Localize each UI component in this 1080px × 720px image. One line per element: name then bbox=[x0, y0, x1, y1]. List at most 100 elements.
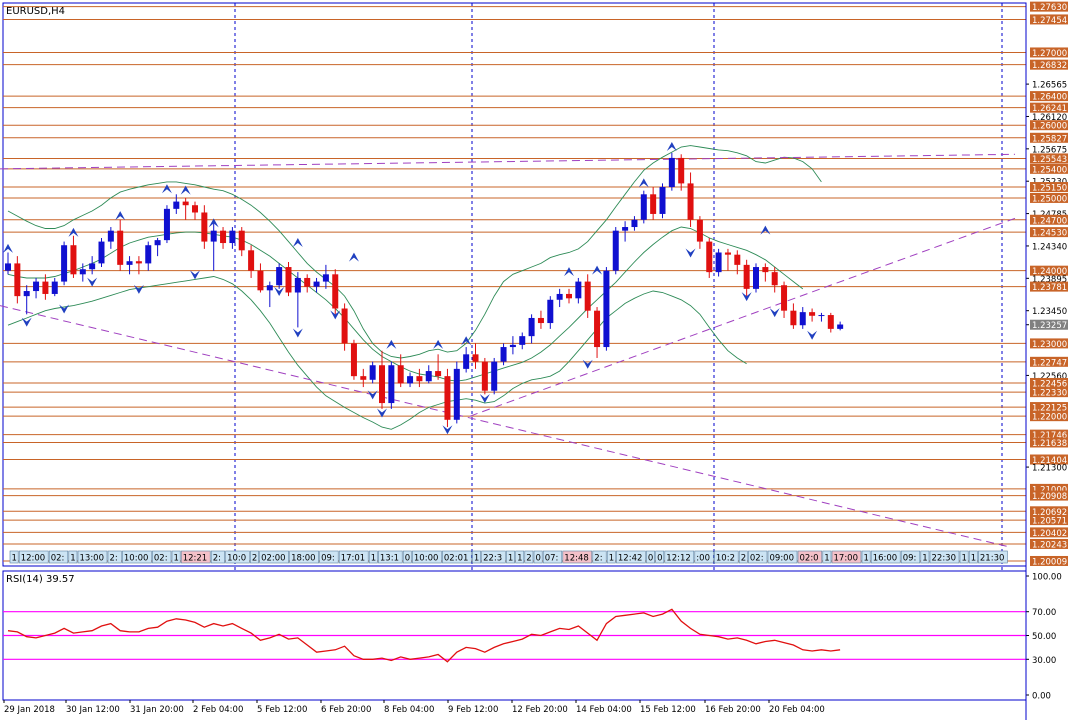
candle-body bbox=[715, 252, 722, 273]
candle-body bbox=[425, 371, 432, 382]
session-label-box bbox=[506, 550, 515, 564]
rsi-tick-label: 100.00 bbox=[1032, 573, 1062, 583]
candle-body bbox=[753, 267, 759, 289]
candle-body bbox=[678, 157, 685, 184]
candle-body bbox=[612, 230, 619, 271]
price-tick-label: 1.26400 bbox=[1032, 93, 1067, 103]
candle-body bbox=[743, 264, 750, 289]
candle-body bbox=[388, 365, 395, 404]
fractal-down-marker bbox=[479, 393, 490, 403]
candle-body bbox=[23, 291, 30, 297]
price-tick-label: 1.20908 bbox=[1032, 492, 1067, 502]
fractal-up-marker bbox=[68, 227, 79, 237]
session-label-box bbox=[368, 550, 378, 564]
trendline bbox=[0, 153, 1016, 170]
session-label: 2: bbox=[594, 554, 602, 564]
candle-body bbox=[79, 269, 86, 275]
level-label-box bbox=[1030, 47, 1068, 58]
level-label-box bbox=[1030, 527, 1068, 538]
candle-body bbox=[818, 315, 825, 317]
candle-body bbox=[435, 371, 442, 377]
session-label: 1 bbox=[962, 554, 967, 564]
price-tick-label: 1.27000 bbox=[1032, 49, 1067, 59]
session-label-box bbox=[378, 550, 403, 564]
candle-body bbox=[70, 245, 77, 275]
session-label-box bbox=[319, 550, 339, 564]
session-label-box bbox=[412, 550, 442, 564]
session-label-box bbox=[920, 550, 930, 564]
candle-body bbox=[799, 312, 806, 326]
candle-body bbox=[668, 157, 675, 188]
price-tick-label: 1.21300 bbox=[1032, 464, 1067, 474]
rsi-tick-label: 50.00 bbox=[1032, 632, 1056, 642]
fractal-down-marker bbox=[274, 287, 285, 297]
level-label-box bbox=[1030, 387, 1068, 398]
candle-body bbox=[706, 241, 713, 273]
session-label-box bbox=[9, 550, 19, 564]
price-tick-label: 1.21404 bbox=[1032, 456, 1067, 466]
session-label: 02: bbox=[750, 554, 764, 564]
level-label-box bbox=[1030, 102, 1068, 113]
session-label: 17:01 bbox=[341, 554, 366, 564]
time-tick-label: 14 Feb 04:00 bbox=[576, 705, 632, 715]
current-price-label: 1.23257 bbox=[1032, 321, 1067, 331]
price-tick-label: 1.23895 bbox=[1032, 275, 1067, 285]
session-label: 21:30 bbox=[980, 554, 1005, 564]
fractal-up-marker bbox=[638, 178, 649, 188]
candle-body bbox=[379, 365, 385, 404]
fractal-up-marker bbox=[180, 185, 191, 195]
time-tick-label: 5 Feb 12:00 bbox=[257, 705, 307, 715]
level-label-box bbox=[1030, 59, 1068, 70]
session-label: 1 bbox=[517, 554, 522, 564]
candle-body bbox=[640, 194, 647, 220]
candle-body bbox=[463, 354, 470, 369]
session-label-box bbox=[606, 550, 616, 564]
level-label-box bbox=[1030, 182, 1068, 193]
session-label-box bbox=[515, 550, 525, 564]
fractal-up-marker bbox=[292, 238, 303, 248]
session-label: 1 bbox=[971, 554, 976, 564]
price-tick-label: 1.20402 bbox=[1032, 529, 1067, 539]
candle-body bbox=[89, 263, 96, 270]
session-label: 09: bbox=[903, 554, 917, 564]
time-tick-label: 12 Feb 20:00 bbox=[512, 705, 568, 715]
level-label-box bbox=[1030, 538, 1068, 549]
session-label-box bbox=[738, 550, 748, 564]
candle-body bbox=[556, 293, 563, 300]
rsi-tick-label: 70.00 bbox=[1032, 608, 1056, 618]
fractal-down-marker bbox=[59, 304, 70, 314]
candle-body bbox=[294, 277, 301, 293]
candle-body bbox=[210, 230, 217, 242]
candle-body bbox=[687, 183, 694, 220]
session-label: 1 bbox=[864, 554, 869, 564]
session-label: 09:00 bbox=[770, 554, 795, 564]
candle-body bbox=[5, 263, 11, 271]
session-label-box bbox=[900, 550, 921, 564]
candle-body bbox=[528, 317, 535, 337]
candle-body bbox=[416, 376, 423, 382]
session-label: 1 bbox=[12, 554, 17, 564]
session-label-box bbox=[694, 550, 714, 564]
price-tick-label: 1.23450 bbox=[1032, 307, 1067, 317]
candle-body bbox=[472, 354, 479, 362]
fractal-up-marker bbox=[564, 267, 574, 277]
session-label: 12:21 bbox=[183, 554, 208, 564]
candle-body bbox=[659, 187, 666, 214]
candle-body bbox=[173, 201, 180, 209]
session-label: 17:00 bbox=[834, 554, 859, 564]
session-label-box bbox=[861, 550, 871, 564]
candle-body bbox=[762, 267, 769, 273]
rsi-title: RSI(14) 39.57 bbox=[6, 574, 75, 585]
rsi-tick-label: 0.00 bbox=[1032, 692, 1051, 702]
candle-body bbox=[182, 201, 189, 206]
candle-body bbox=[201, 212, 208, 242]
fractal-down-marker bbox=[87, 277, 98, 287]
session-label-box bbox=[180, 550, 211, 564]
price-tick-label: 1.24530 bbox=[1032, 229, 1067, 239]
candle-body bbox=[14, 263, 21, 297]
price-tick-label: 1.24700 bbox=[1032, 216, 1067, 226]
session-label-box bbox=[767, 550, 798, 564]
session-label: 1 bbox=[371, 554, 376, 564]
price-panel: EURUSD,H4 1.27630 1.27454 1.27000 1.26832 1.2… bbox=[0, 1, 1068, 700]
